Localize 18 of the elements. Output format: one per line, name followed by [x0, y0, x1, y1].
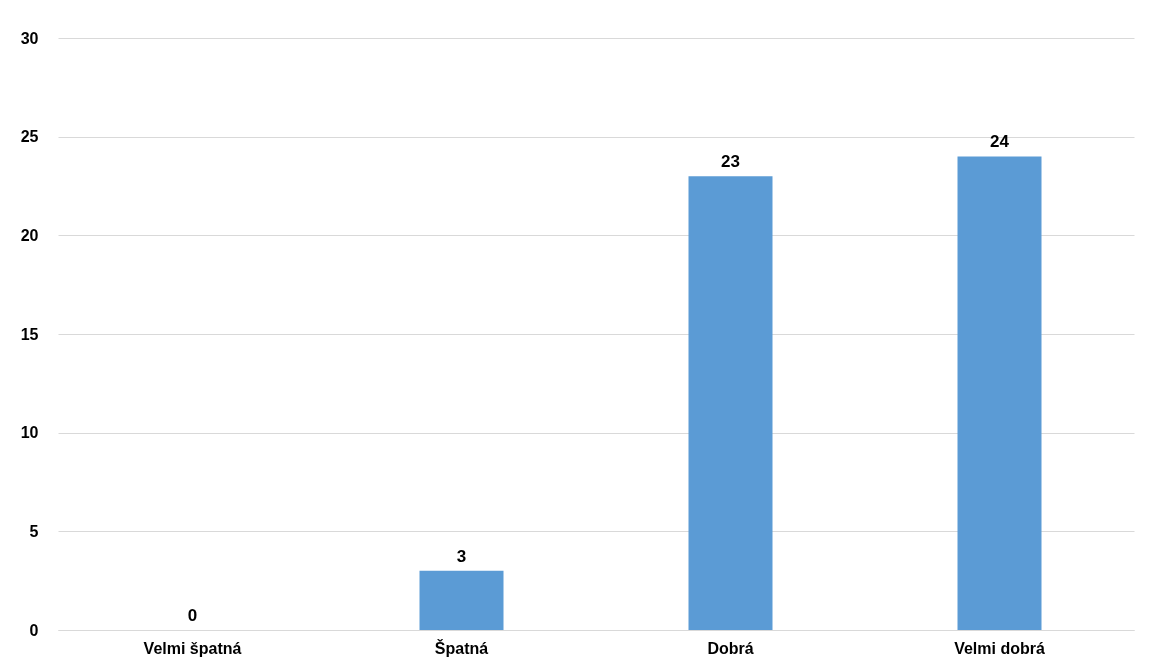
y-tick-label: 20 [20, 226, 39, 244]
y-tick-label: 30 [20, 29, 39, 47]
y-tick-label: 0 [29, 621, 39, 639]
y-tick-label: 10 [20, 424, 39, 442]
x-tick-label: Velmi špatná [143, 639, 242, 657]
data-label: 0 [187, 606, 198, 625]
bar [957, 156, 1042, 630]
y-tick-label: 5 [29, 522, 39, 540]
bar [688, 176, 773, 630]
data-label: 23 [721, 152, 740, 172]
x-tick-label: Špatná [434, 638, 489, 657]
y-tick-label: 25 [20, 128, 39, 146]
y-tick-label: 15 [20, 325, 39, 343]
x-tick-label: Dobrá [707, 639, 754, 657]
x-tick-label: Velmi dobrá [954, 639, 1045, 657]
bar [419, 570, 504, 630]
data-label: 24 [990, 132, 1010, 152]
data-label: 3 [456, 546, 467, 566]
